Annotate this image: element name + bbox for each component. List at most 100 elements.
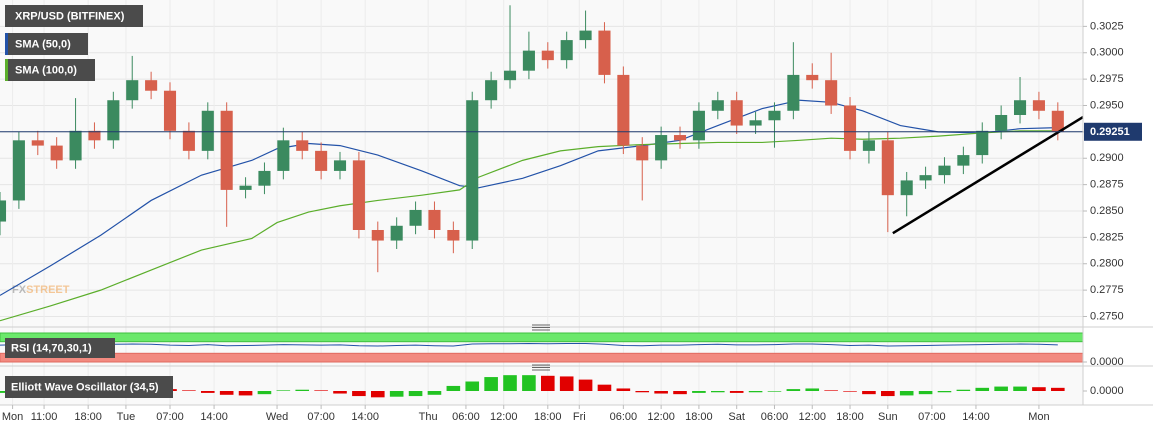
oscillator-bar xyxy=(276,390,291,391)
candle-body xyxy=(598,30,611,75)
candle-body xyxy=(182,130,195,151)
oscillator-bar xyxy=(522,375,536,391)
candle-body xyxy=(749,120,762,126)
x-tick-label: 12:00 xyxy=(647,411,675,423)
oscillator-bar xyxy=(956,389,971,391)
candle-body xyxy=(333,160,347,171)
x-tick-label: 06:00 xyxy=(452,411,480,423)
candle-body xyxy=(409,209,422,226)
oscillator-bar xyxy=(975,387,990,391)
x-tick-label: Tue xyxy=(117,411,136,423)
candle-body xyxy=(258,170,271,186)
oscillator-bar xyxy=(692,391,706,393)
candle-body xyxy=(466,100,479,241)
oscillator-bar xyxy=(0,391,7,393)
candle-body xyxy=(843,105,857,151)
oscillator-bar xyxy=(786,389,801,391)
candle-body xyxy=(296,140,309,151)
oscillator-bar xyxy=(446,385,461,391)
y-tick-label: 0.2750 xyxy=(1090,310,1124,322)
oscillator-bar xyxy=(824,390,838,391)
oscillator-bar xyxy=(673,391,687,395)
x-tick-label: 14:00 xyxy=(351,411,379,423)
pane-label-box xyxy=(5,338,115,358)
oscillator-bar xyxy=(219,391,234,395)
candle-body xyxy=(938,165,951,176)
x-tick-label: Wed xyxy=(266,411,288,423)
x-tick-label: Mon xyxy=(2,411,23,423)
overbought-band xyxy=(0,332,1084,343)
candle-body xyxy=(768,110,781,121)
oscillator-bar xyxy=(711,391,725,393)
candle-body xyxy=(560,40,573,61)
oscillator-bar xyxy=(1032,387,1046,391)
oscillator-bar xyxy=(295,389,310,391)
oscillator-bar xyxy=(729,391,744,393)
x-tick-label: 12:00 xyxy=(798,411,826,423)
candle-body xyxy=(220,110,233,190)
legend-box xyxy=(5,59,95,81)
candle-body xyxy=(390,225,403,241)
candle-body xyxy=(239,185,252,190)
pane-label: Elliott Wave Oscillator (34,5) xyxy=(11,381,159,393)
oscillator-bar xyxy=(805,388,820,391)
legend-box[interactable] xyxy=(5,5,143,27)
x-tick-label: 07:00 xyxy=(918,411,946,423)
oversold-band xyxy=(0,352,1084,363)
x-tick-label: 11:00 xyxy=(31,411,58,423)
candle-body xyxy=(1032,100,1045,111)
candle-body xyxy=(919,175,932,181)
y-tick-label: 0.2800 xyxy=(1090,258,1124,270)
pane-handle[interactable] xyxy=(532,364,550,371)
x-tick-label: 18:00 xyxy=(74,411,102,423)
watermark: FXSTREET xyxy=(12,284,70,296)
y-tick-label: 0.2825 xyxy=(1090,231,1124,243)
candle-body xyxy=(88,130,101,141)
candle-body xyxy=(976,130,989,156)
legend: XRP/USD (BITFINEX) SMA (50,0) SMA (100,0)… xyxy=(5,5,173,398)
candle-body xyxy=(862,140,875,151)
last-price-label: 0.29251 xyxy=(1090,126,1130,138)
legend-swatch xyxy=(5,33,8,55)
oscillator-bar xyxy=(559,376,574,391)
oscillator-bar xyxy=(843,391,857,392)
x-tick-label: 14:00 xyxy=(962,411,990,423)
oscillator-bar xyxy=(748,391,763,393)
oscillator-bar xyxy=(616,388,631,391)
candle-body xyxy=(31,140,44,146)
oscillator-bar xyxy=(937,391,952,393)
legend-item[interactable]: SMA (100,0) xyxy=(5,59,95,81)
oscillator-bar xyxy=(370,391,385,398)
pane-label: RSI (14,70,30,1) xyxy=(11,342,92,354)
y-tick-label: 0.0000 xyxy=(1090,385,1124,397)
candle-body xyxy=(201,110,214,151)
oscillator-bar xyxy=(238,391,253,396)
x-tick-label: 14:00 xyxy=(200,411,228,423)
legend-item[interactable]: SMA (50,0) xyxy=(5,33,88,55)
candle-body xyxy=(541,50,554,61)
candle-body xyxy=(957,155,970,166)
pane-label-box xyxy=(5,376,173,398)
oscillator-bar xyxy=(635,391,650,393)
oscillator-bar xyxy=(408,391,423,397)
y-tick-label: 0.2775 xyxy=(1090,284,1124,296)
oscillator-bar xyxy=(578,379,593,391)
oscillator-bar xyxy=(540,375,555,391)
candle-body xyxy=(145,80,158,91)
oscillator-bar xyxy=(1013,386,1027,391)
oscillator-bar xyxy=(767,391,782,392)
x-tick-label: Mon xyxy=(1028,411,1049,423)
y-tick-label: 0.2850 xyxy=(1090,205,1124,217)
candle-body xyxy=(277,140,290,171)
candle-body xyxy=(711,100,724,111)
oscillator-bar xyxy=(333,391,347,394)
candle-body xyxy=(806,74,819,81)
x-tick-label: Thu xyxy=(419,411,438,423)
oscillator-bar xyxy=(899,391,914,396)
x-tick-label: 07:00 xyxy=(156,411,184,423)
candle-body xyxy=(636,145,649,161)
pane-handle[interactable] xyxy=(532,324,550,331)
oscillator-bar xyxy=(994,386,1008,391)
candle-body xyxy=(787,74,800,111)
